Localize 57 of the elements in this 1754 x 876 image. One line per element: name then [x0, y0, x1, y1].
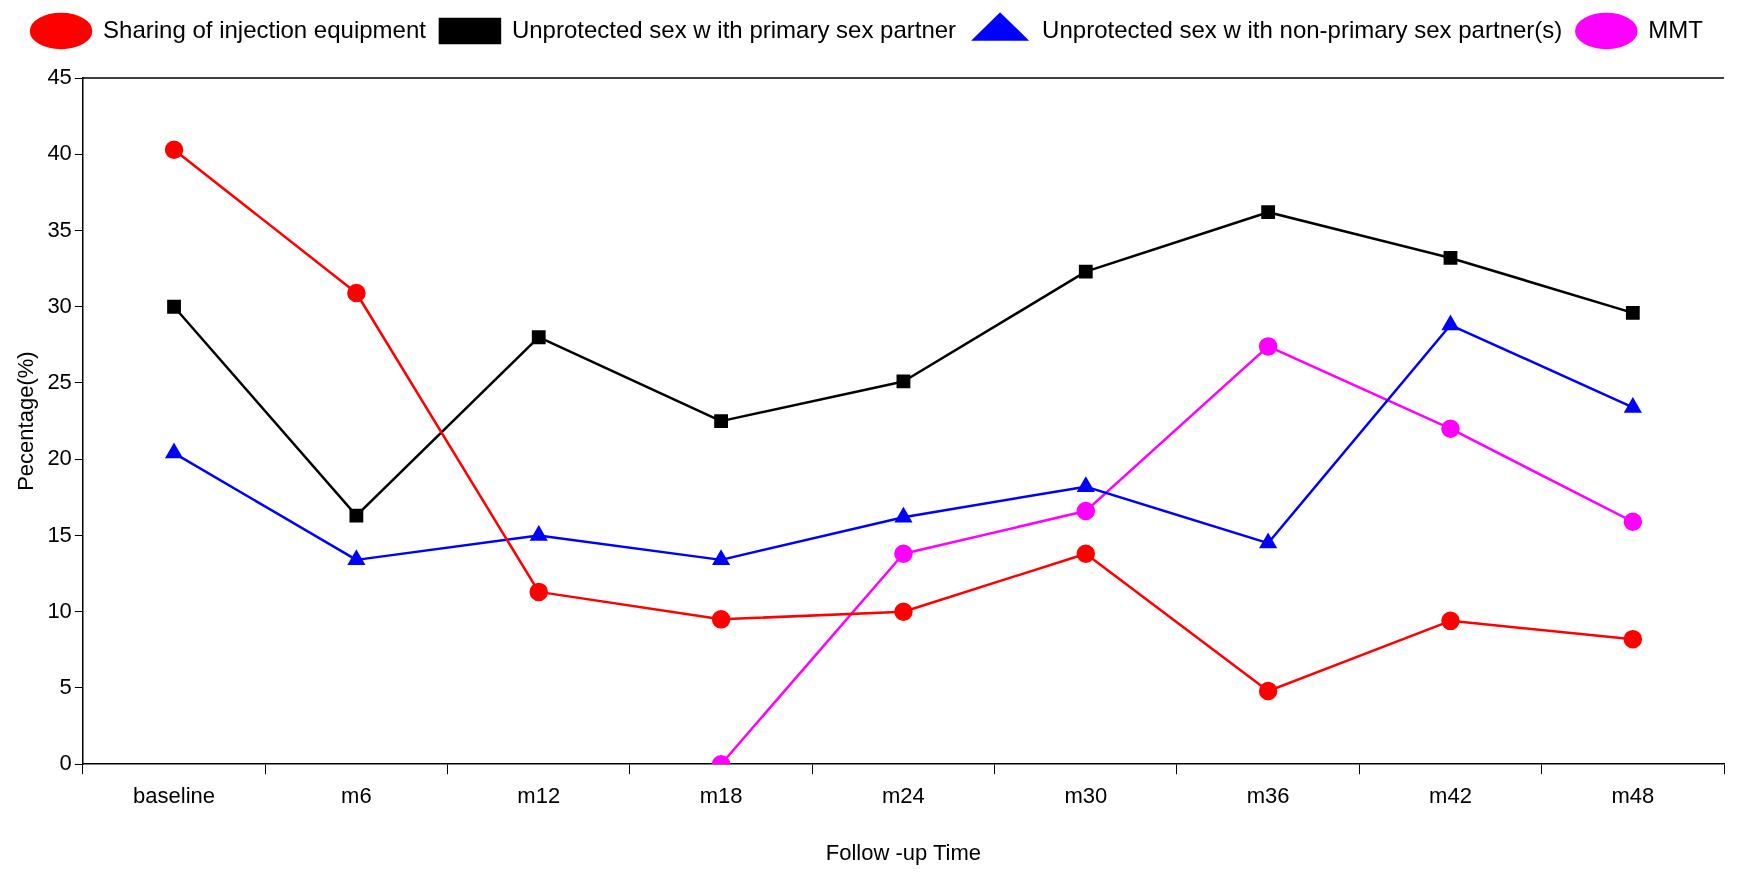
point [895, 507, 912, 523]
point [714, 414, 728, 429]
point [1442, 315, 1459, 331]
point [1623, 629, 1643, 649]
x-tick-label: m48 [1611, 783, 1655, 809]
point [348, 550, 365, 566]
y-tick-label: 20 [47, 445, 72, 471]
point [529, 582, 548, 602]
point [1258, 337, 1278, 356]
point [1076, 501, 1096, 521]
y-tick-label: 10 [47, 597, 72, 623]
point [1443, 251, 1458, 265]
point [1441, 419, 1460, 438]
x-tick-label: m6 [341, 783, 372, 809]
y-tick-label: 15 [47, 521, 72, 547]
x-tick-label: m24 [882, 783, 925, 809]
point [349, 508, 364, 523]
point [712, 550, 730, 566]
legend-label: MMT [1648, 15, 1704, 43]
point [165, 443, 183, 459]
point [1623, 512, 1643, 531]
y-tick-label: 0 [59, 750, 72, 776]
point [894, 602, 913, 621]
x-tick-label: baseline [133, 783, 216, 809]
legend-label: Sharing of injection equipment [103, 15, 427, 43]
point [1261, 205, 1276, 220]
x-tick-label: m42 [1429, 783, 1472, 809]
point [896, 374, 911, 389]
x-axis-title: Follow -up Time [825, 839, 982, 865]
point [530, 526, 547, 541]
point [1258, 681, 1278, 701]
point [1625, 305, 1640, 320]
point [347, 283, 366, 303]
point [1624, 398, 1641, 413]
x-tick-label: m36 [1246, 783, 1290, 809]
point [1259, 533, 1277, 549]
x-tick-label: m30 [1064, 783, 1108, 809]
point [1441, 611, 1460, 631]
point [894, 544, 913, 564]
y-tick-label: 40 [47, 140, 72, 166]
point [531, 330, 546, 345]
y-tick-label: 5 [59, 674, 72, 700]
point [711, 610, 731, 629]
x-tick-label: m12 [517, 783, 561, 809]
x-tick-label: m18 [699, 783, 743, 809]
y-tick-label: 25 [47, 369, 72, 395]
legend-label: Unprotected sex w ith non-primary sex partner(s) [1042, 15, 1563, 43]
y-tick-label: 45 [47, 64, 72, 90]
point [1076, 544, 1096, 564]
y-axis-title: Pecentage(%) [13, 351, 39, 491]
y-tick-label: 30 [47, 292, 72, 318]
point [167, 299, 181, 314]
point [1077, 477, 1094, 492]
point [164, 140, 184, 159]
point [1078, 264, 1093, 279]
y-tick-label: 35 [47, 216, 72, 242]
legend-label: Unprotected sex w ith primary sex partner [511, 15, 957, 43]
